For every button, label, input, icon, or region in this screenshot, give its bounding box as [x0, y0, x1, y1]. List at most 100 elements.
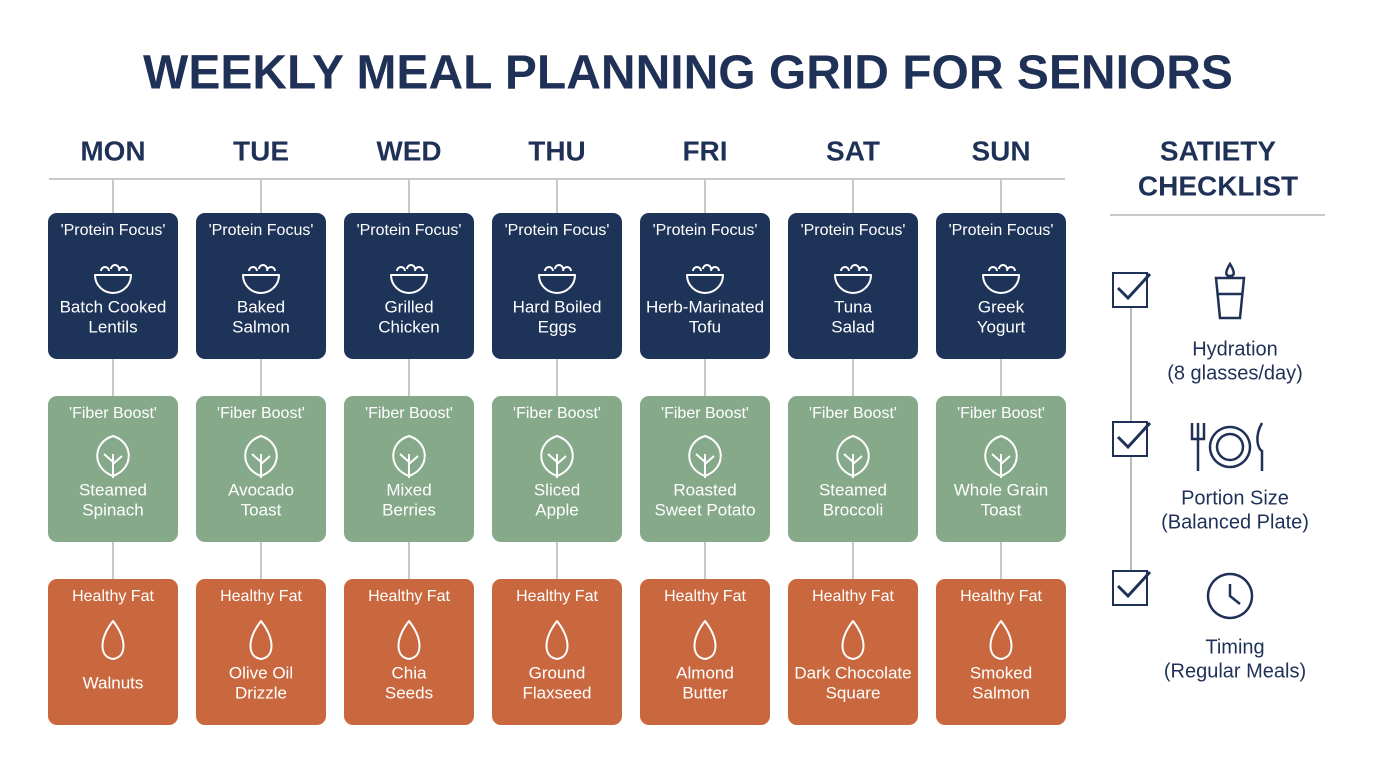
meal-card — [936, 213, 1066, 359]
meal-name: Toast — [241, 500, 282, 519]
meal-name: Almond — [676, 663, 734, 682]
meal-tag: Healthy Fat — [664, 588, 746, 605]
meal-name: Mixed — [386, 480, 431, 499]
meal-name: Chia — [392, 663, 428, 682]
meal-tag: 'Protein Focus' — [801, 222, 906, 239]
meal-name: Steamed — [79, 480, 147, 499]
meal-icon — [984, 435, 1018, 478]
meal-tag: 'Fiber Boost' — [957, 405, 1045, 422]
meal-tag: 'Fiber Boost' — [69, 405, 157, 422]
meal-card — [640, 213, 770, 359]
meal-icon — [538, 264, 576, 294]
checkmark — [1116, 421, 1152, 450]
meal-name: Roasted — [673, 480, 736, 499]
checklist-icon — [1214, 261, 1246, 320]
meal-icon — [390, 264, 428, 294]
meal-name: Spinach — [82, 500, 143, 519]
meal-name: Flaxseed — [523, 683, 592, 702]
meal-icon — [244, 435, 278, 478]
day-label: THU — [528, 135, 586, 166]
checklist-label: Portion Size — [1181, 487, 1289, 509]
meal-tag: 'Protein Focus' — [61, 222, 166, 239]
meal-icon — [540, 435, 574, 478]
day-label: SUN — [971, 135, 1030, 166]
meal-card — [48, 213, 178, 359]
meal-tag: Healthy Fat — [368, 588, 450, 605]
day-label: TUE — [233, 135, 289, 166]
meal-icon — [686, 264, 724, 294]
day-label: SAT — [826, 135, 880, 166]
meal-name: Square — [826, 683, 881, 702]
meal-tag: 'Fiber Boost' — [365, 405, 453, 422]
meal-name: Walnuts — [83, 673, 144, 692]
checklist-icon — [1190, 422, 1264, 471]
checklist-label: Hydration — [1192, 338, 1278, 360]
meal-name: Eggs — [538, 317, 577, 336]
meal-icon — [834, 264, 872, 294]
meal-tag: 'Fiber Boost' — [513, 405, 601, 422]
meal-card — [788, 579, 918, 725]
checkmark — [1116, 272, 1152, 301]
meal-icon — [836, 435, 870, 478]
meal-card — [196, 213, 326, 359]
day-label: WED — [376, 135, 441, 166]
meal-tag: 'Fiber Boost' — [217, 405, 305, 422]
meal-name: Chicken — [378, 317, 439, 336]
meal-card — [492, 213, 622, 359]
meal-name: Salad — [831, 317, 874, 336]
checklist-detail: (8 glasses/day) — [1167, 362, 1303, 384]
meal-name: Toast — [981, 500, 1022, 519]
checklist-title: SATIETY — [1160, 135, 1276, 166]
meal-card — [492, 579, 622, 725]
meal-icon — [242, 264, 280, 294]
meal-tag: 'Fiber Boost' — [809, 405, 897, 422]
meal-icon — [101, 620, 125, 660]
meal-name: Salmon — [232, 317, 290, 336]
meal-name: Salmon — [972, 683, 1030, 702]
meal-name: Tuna — [834, 297, 873, 316]
checklist-icon — [1206, 572, 1254, 620]
meal-name: Sweet Potato — [654, 500, 755, 519]
meal-tag: 'Protein Focus' — [949, 222, 1054, 239]
meal-name: Yogurt — [977, 317, 1026, 336]
meal-tag: Healthy Fat — [220, 588, 302, 605]
meal-name: Berries — [382, 500, 436, 519]
meal-tag: Healthy Fat — [72, 588, 154, 605]
meal-tag: Healthy Fat — [516, 588, 598, 605]
meal-icon — [989, 620, 1013, 660]
meal-icon — [688, 435, 722, 478]
meal-card — [344, 213, 474, 359]
checkbox — [1112, 272, 1148, 308]
meal-card — [48, 579, 178, 725]
meal-icon — [94, 264, 132, 294]
meal-name: Grilled — [384, 297, 433, 316]
meal-card — [788, 213, 918, 359]
meal-name: Batch Cooked — [60, 297, 167, 316]
meal-name: Smoked — [970, 663, 1032, 682]
meal-card — [344, 579, 474, 725]
checkmark — [1116, 570, 1152, 599]
meal-name: Butter — [682, 683, 728, 702]
meal-tag: 'Protein Focus' — [653, 222, 758, 239]
meal-icon — [397, 620, 421, 660]
meal-icon — [392, 435, 426, 478]
meal-tag: Healthy Fat — [812, 588, 894, 605]
meal-name: Tofu — [689, 317, 721, 336]
meal-tag: Healthy Fat — [960, 588, 1042, 605]
meal-name: Seeds — [385, 683, 433, 702]
meal-icon — [249, 620, 273, 660]
meal-name: Apple — [535, 500, 578, 519]
checklist-label: Timing — [1205, 636, 1264, 658]
meal-tag: 'Fiber Boost' — [661, 405, 749, 422]
meal-name: Hard Boiled — [513, 297, 602, 316]
meal-name: Lentils — [88, 317, 137, 336]
meal-name: Dark Chocolate — [794, 663, 911, 682]
meal-card — [936, 579, 1066, 725]
meal-card — [196, 579, 326, 725]
meal-name: Whole Grain — [954, 480, 1048, 499]
meal-name: Drizzle — [235, 683, 287, 702]
meal-tag: 'Protein Focus' — [505, 222, 610, 239]
meal-name: Broccoli — [823, 500, 883, 519]
day-label: MON — [80, 135, 145, 166]
meal-name: Avocado — [228, 480, 294, 499]
